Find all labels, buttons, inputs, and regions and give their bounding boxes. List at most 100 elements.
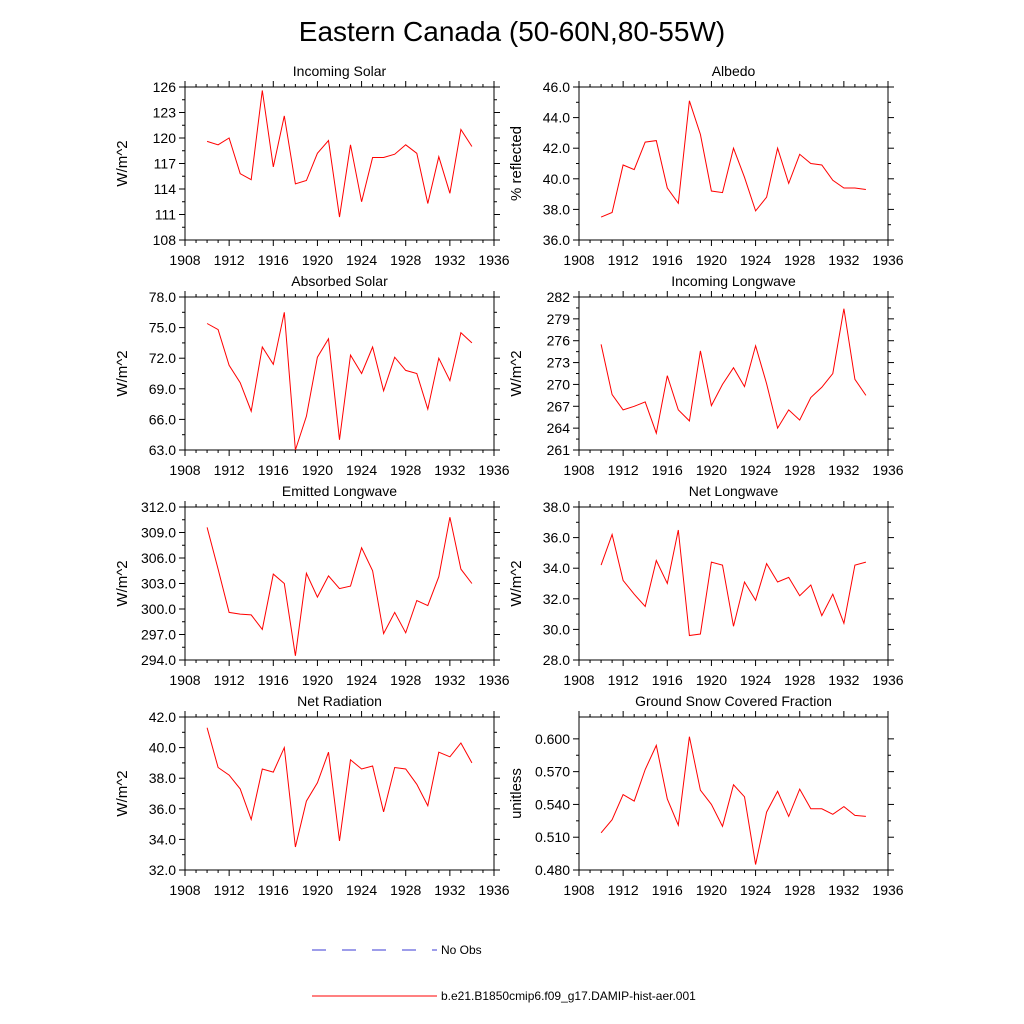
y-axis-label: W/m^2	[114, 560, 131, 606]
series-line	[600, 529, 867, 637]
y-tick-label: 30.0	[543, 621, 570, 637]
y-tick-label: 303.0	[141, 576, 176, 592]
y-tick-label: 38.0	[149, 770, 176, 786]
legend-label-model: b.e21.B1850cmip6.f09_g17.DAMIP-hist-aer.…	[441, 989, 696, 1003]
y-tick-label: 312.0	[141, 499, 176, 515]
x-tick-label: 1936	[478, 462, 509, 478]
x-tick-label: 1908	[169, 462, 200, 478]
x-tick-label: 1928	[784, 672, 815, 688]
x-tick-label: 1924	[346, 252, 377, 268]
y-tick-label: 78.0	[149, 289, 176, 305]
x-tick-label: 1924	[346, 672, 377, 688]
y-tick-label: 123	[153, 105, 177, 121]
y-tick-label: 66.0	[149, 411, 176, 427]
y-tick-label: 28.0	[543, 652, 570, 668]
x-tick-label: 1928	[390, 882, 421, 898]
y-tick-label: 38.0	[543, 201, 570, 217]
series-line	[206, 312, 473, 451]
x-tick-label: 1912	[214, 252, 245, 268]
y-tick-label: 273	[547, 355, 571, 371]
y-tick-label: 0.570	[535, 764, 570, 780]
y-axis-label: W/m^2	[508, 560, 525, 606]
y-tick-label: 0.480	[535, 862, 570, 878]
x-tick-label: 1908	[563, 672, 594, 688]
x-tick-label: 1928	[390, 462, 421, 478]
x-tick-label: 1916	[258, 672, 289, 688]
y-axis-label: W/m^2	[114, 350, 131, 396]
x-tick-label: 1920	[302, 882, 333, 898]
y-tick-label: 38.0	[543, 499, 570, 515]
y-tick-label: 297.0	[141, 627, 176, 643]
y-tick-label: 42.0	[149, 709, 176, 725]
panel-title: Net Longwave	[689, 483, 779, 499]
x-tick-label: 1908	[169, 252, 200, 268]
x-tick-label: 1920	[302, 672, 333, 688]
y-tick-label: 279	[547, 311, 571, 327]
x-tick-label: 1924	[740, 252, 771, 268]
x-tick-label: 1908	[563, 462, 594, 478]
x-tick-label: 1916	[652, 882, 683, 898]
y-tick-label: 108	[153, 232, 177, 248]
x-tick-label: 1924	[740, 672, 771, 688]
x-tick-label: 1932	[434, 882, 465, 898]
y-tick-label: 309.0	[141, 525, 176, 541]
x-tick-label: 1928	[390, 672, 421, 688]
y-tick-label: 294.0	[141, 652, 176, 668]
y-tick-label: 270	[547, 376, 571, 392]
x-tick-label: 1932	[434, 462, 465, 478]
y-tick-label: 34.0	[543, 560, 570, 576]
y-axis-label: unitless	[508, 768, 525, 819]
y-tick-label: 75.0	[149, 320, 176, 336]
x-tick-label: 1912	[214, 672, 245, 688]
series-line	[600, 308, 867, 436]
panel-title: Ground Snow Covered Fraction	[635, 693, 832, 709]
x-tick-label: 1932	[434, 672, 465, 688]
y-tick-label: 36.0	[149, 801, 176, 817]
y-tick-label: 276	[547, 333, 571, 349]
legend-label-obs: No Obs	[441, 943, 482, 957]
series-line	[600, 100, 866, 218]
plot-frame	[578, 86, 889, 241]
panels: Incoming Solar W/m^2 1908 1912 1916 1920 1924 1…	[114, 63, 904, 898]
x-tick-label: 1908	[563, 882, 594, 898]
y-tick-label: 40.0	[543, 171, 570, 187]
y-axis-label: W/m^2	[114, 140, 131, 186]
panel-title: Absorbed Solar	[291, 273, 388, 289]
y-tick-label: 63.0	[149, 442, 176, 458]
x-tick-label: 1936	[872, 672, 903, 688]
x-tick-label: 1912	[608, 252, 639, 268]
plot-frame	[578, 716, 889, 871]
y-tick-label: 42.0	[543, 140, 570, 156]
y-tick-label: 46.0	[543, 79, 570, 95]
y-tick-label: 111	[155, 207, 176, 223]
x-tick-label: 1936	[478, 672, 509, 688]
x-tick-label: 1928	[784, 462, 815, 478]
x-tick-label: 1920	[696, 252, 727, 268]
y-tick-label: 120	[153, 130, 177, 146]
plot-frame	[184, 716, 495, 871]
y-tick-label: 36.0	[543, 530, 570, 546]
panel-4: Incoming Longwave W/m^2 1908 1912 1916 1920 19…	[508, 273, 904, 478]
x-tick-label: 1916	[258, 252, 289, 268]
x-tick-label: 1920	[696, 882, 727, 898]
x-tick-label: 1932	[828, 882, 859, 898]
legend: No Obs b.e21.B1850cmip6.f09_g17.DAMIP-hi…	[312, 943, 696, 1003]
panel-title: Net Radiation	[297, 693, 382, 709]
y-tick-label: 34.0	[149, 831, 176, 847]
x-tick-label: 1924	[346, 882, 377, 898]
x-tick-label: 1932	[434, 252, 465, 268]
y-tick-label: 32.0	[543, 591, 570, 607]
y-tick-label: 264	[547, 420, 571, 436]
x-tick-label: 1912	[608, 462, 639, 478]
y-tick-label: 40.0	[149, 740, 176, 756]
x-tick-label: 1916	[652, 462, 683, 478]
x-tick-label: 1928	[784, 252, 815, 268]
series-line	[600, 736, 866, 865]
y-tick-label: 117	[154, 156, 177, 172]
x-tick-label: 1928	[390, 252, 421, 268]
y-tick-label: 282	[547, 289, 571, 305]
y-tick-label: 261	[547, 442, 571, 458]
y-tick-label: 0.600	[535, 731, 570, 747]
y-tick-label: 0.510	[535, 829, 570, 845]
